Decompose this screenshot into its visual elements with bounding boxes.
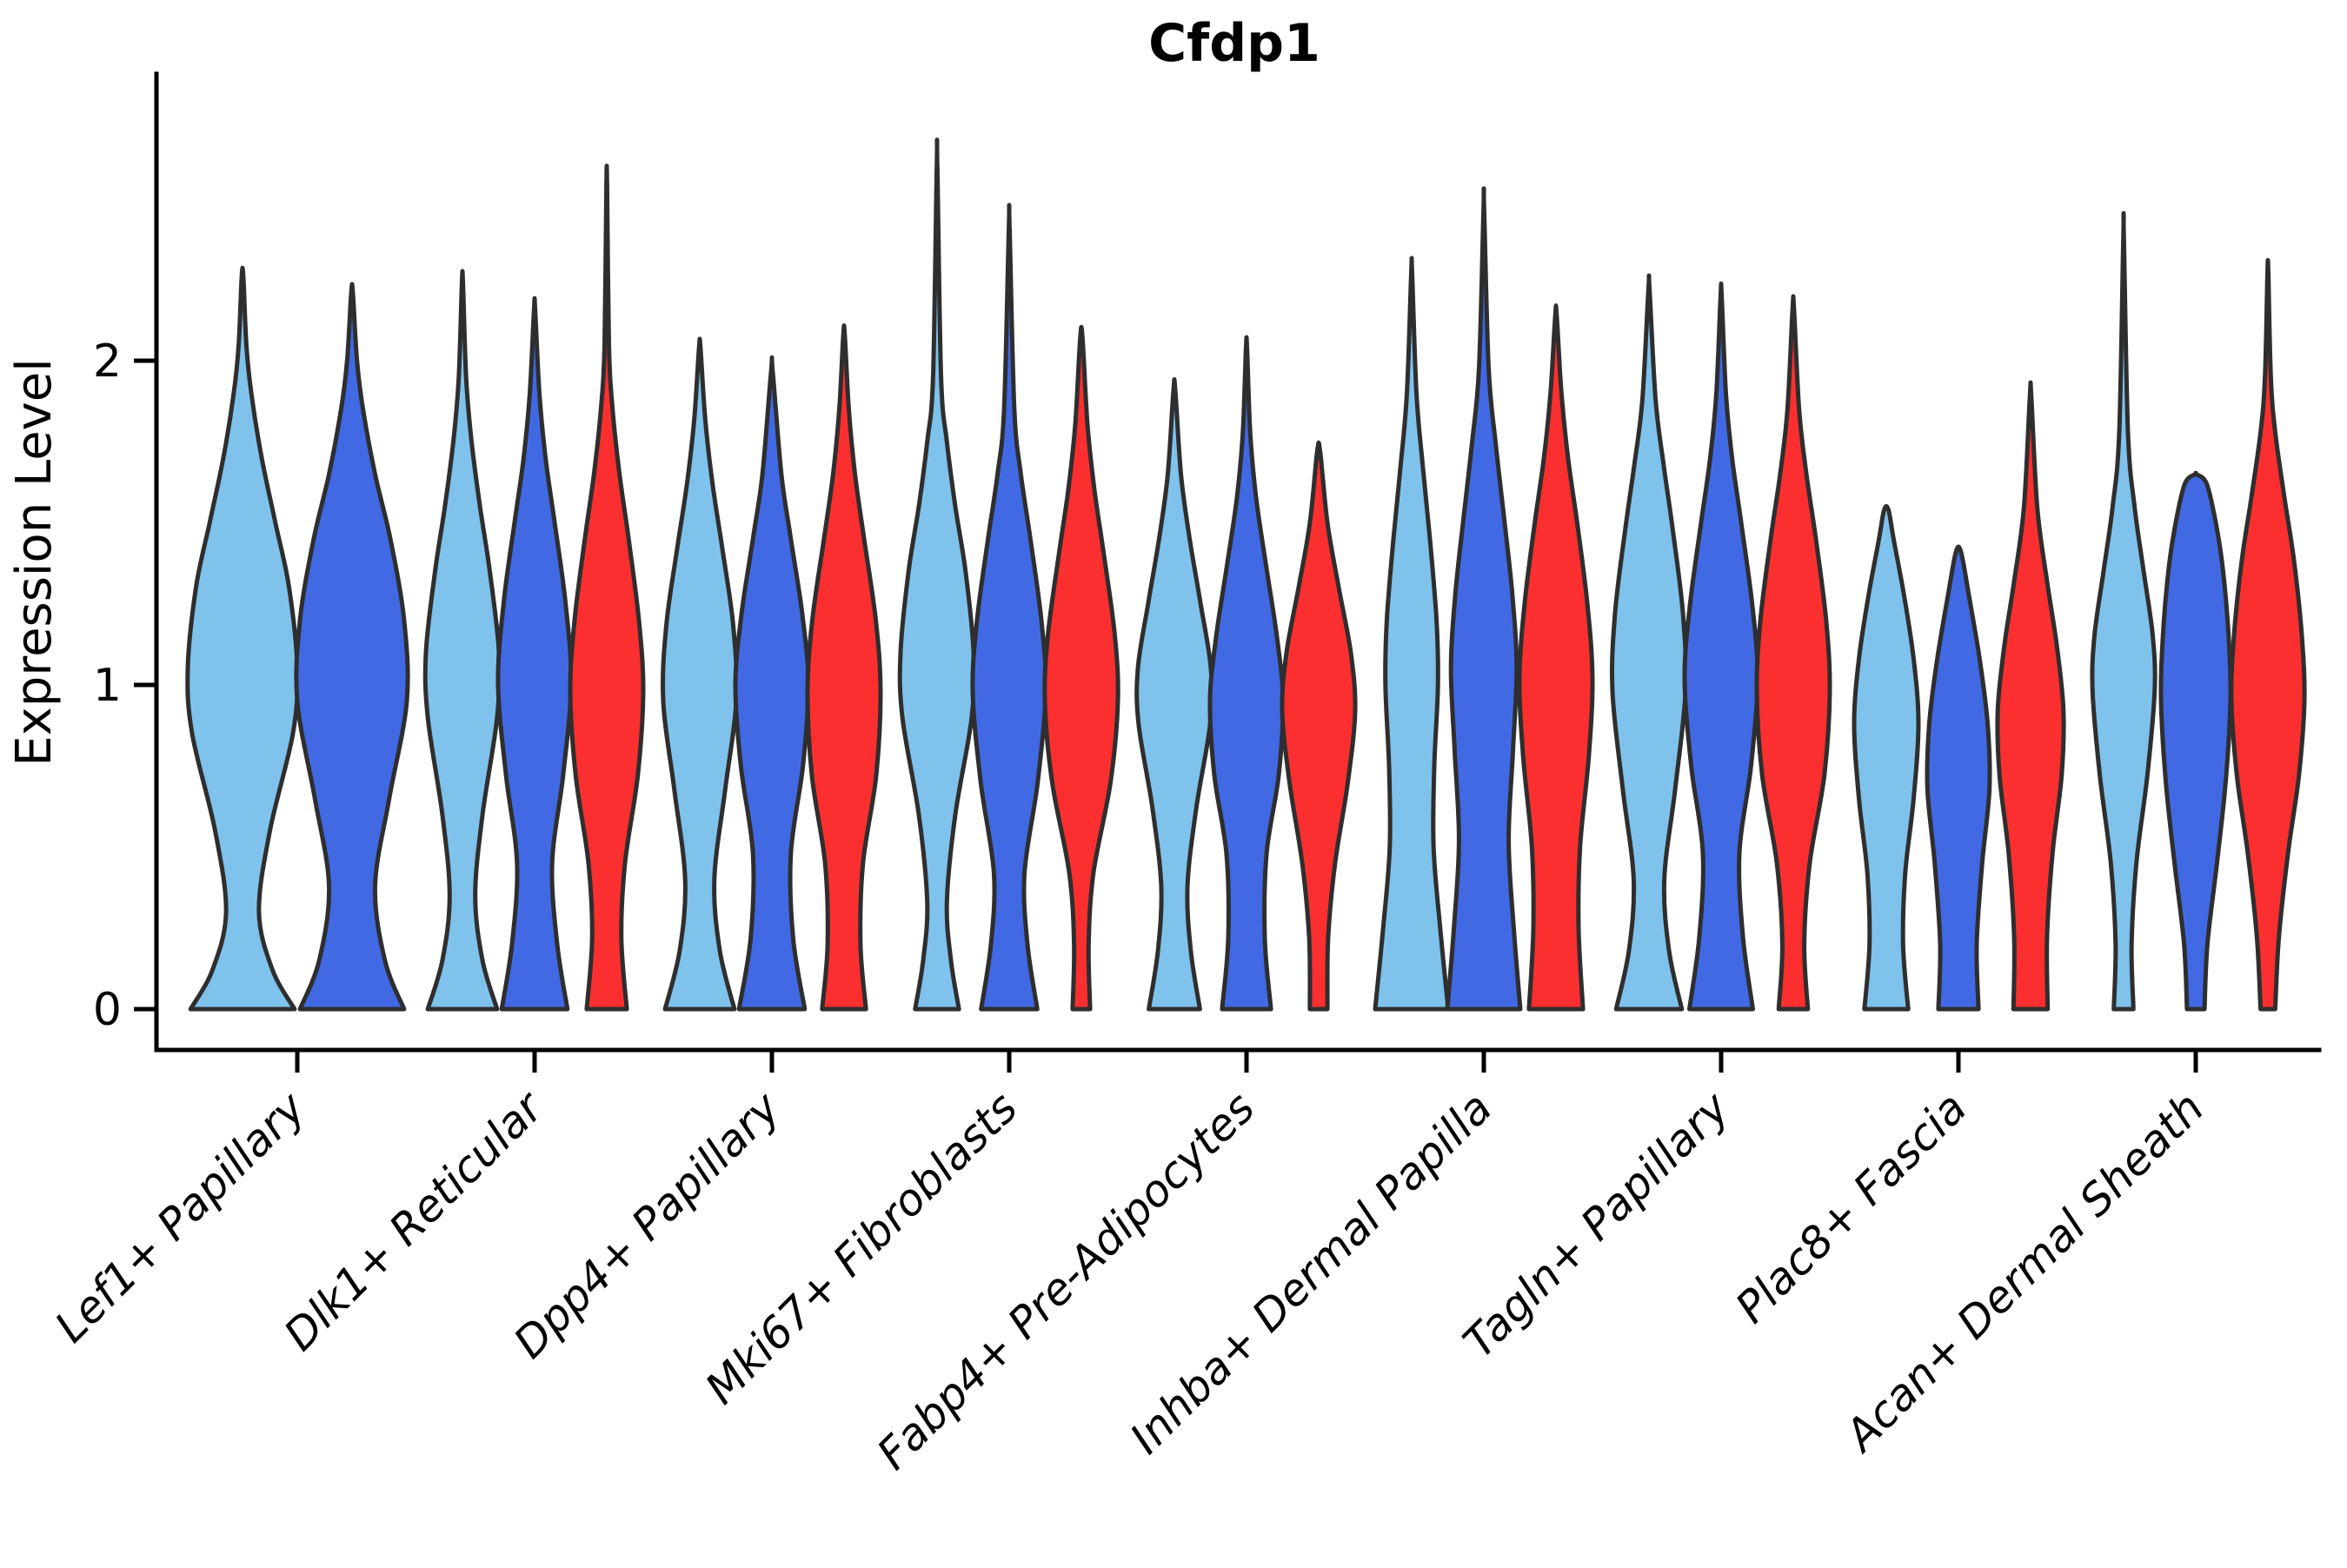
violin-light_blue bbox=[1134, 376, 1214, 1012]
plot-title: Cfdp1 bbox=[1148, 13, 1320, 74]
violin-blue bbox=[2158, 470, 2233, 1012]
y-tick-label: 2 bbox=[93, 336, 122, 388]
x-category-label: Lef1+ Papillary bbox=[45, 1081, 316, 1352]
y-tick-label: 1 bbox=[93, 660, 122, 712]
violin-red bbox=[1517, 303, 1595, 1012]
violin-light_blue bbox=[2090, 211, 2158, 1012]
violin-light_blue bbox=[661, 336, 739, 1012]
x-category-label: Tagln+ Papillary bbox=[1453, 1081, 1739, 1367]
violin-blue bbox=[1207, 335, 1286, 1012]
violin-blue bbox=[733, 355, 811, 1012]
violin-blue bbox=[1682, 281, 1760, 1012]
y-tick-label: 0 bbox=[93, 984, 122, 1036]
violin-light_blue bbox=[1373, 256, 1451, 1012]
x-category-label: Fabp4+ Pre-Adipocytes bbox=[868, 1082, 1265, 1479]
violin-red bbox=[568, 163, 646, 1012]
violin-blue bbox=[970, 203, 1048, 1012]
x-category-label: Plac8+ Fascia bbox=[1726, 1082, 1977, 1332]
violin-light_blue bbox=[897, 137, 977, 1012]
violin-red bbox=[1280, 440, 1358, 1012]
violin-blue bbox=[1925, 544, 1992, 1012]
x-category-label: Dlk1+ Reticular bbox=[275, 1080, 555, 1360]
violins-layer bbox=[185, 137, 2307, 1012]
violin-light_blue bbox=[1852, 503, 1921, 1012]
violin-light_blue bbox=[185, 265, 300, 1012]
violin-red bbox=[1995, 380, 2066, 1012]
violin-red bbox=[805, 322, 883, 1012]
violin-light_blue bbox=[422, 269, 502, 1012]
violin-light_blue bbox=[1609, 273, 1689, 1012]
violin-red bbox=[1754, 294, 1832, 1012]
y-axis-label: Expression Level bbox=[6, 358, 63, 767]
violin-blue bbox=[495, 296, 574, 1012]
violin-blue bbox=[294, 282, 410, 1012]
violin-blue bbox=[1445, 186, 1523, 1012]
violin-red bbox=[1042, 324, 1120, 1012]
violin-red bbox=[2229, 257, 2307, 1012]
